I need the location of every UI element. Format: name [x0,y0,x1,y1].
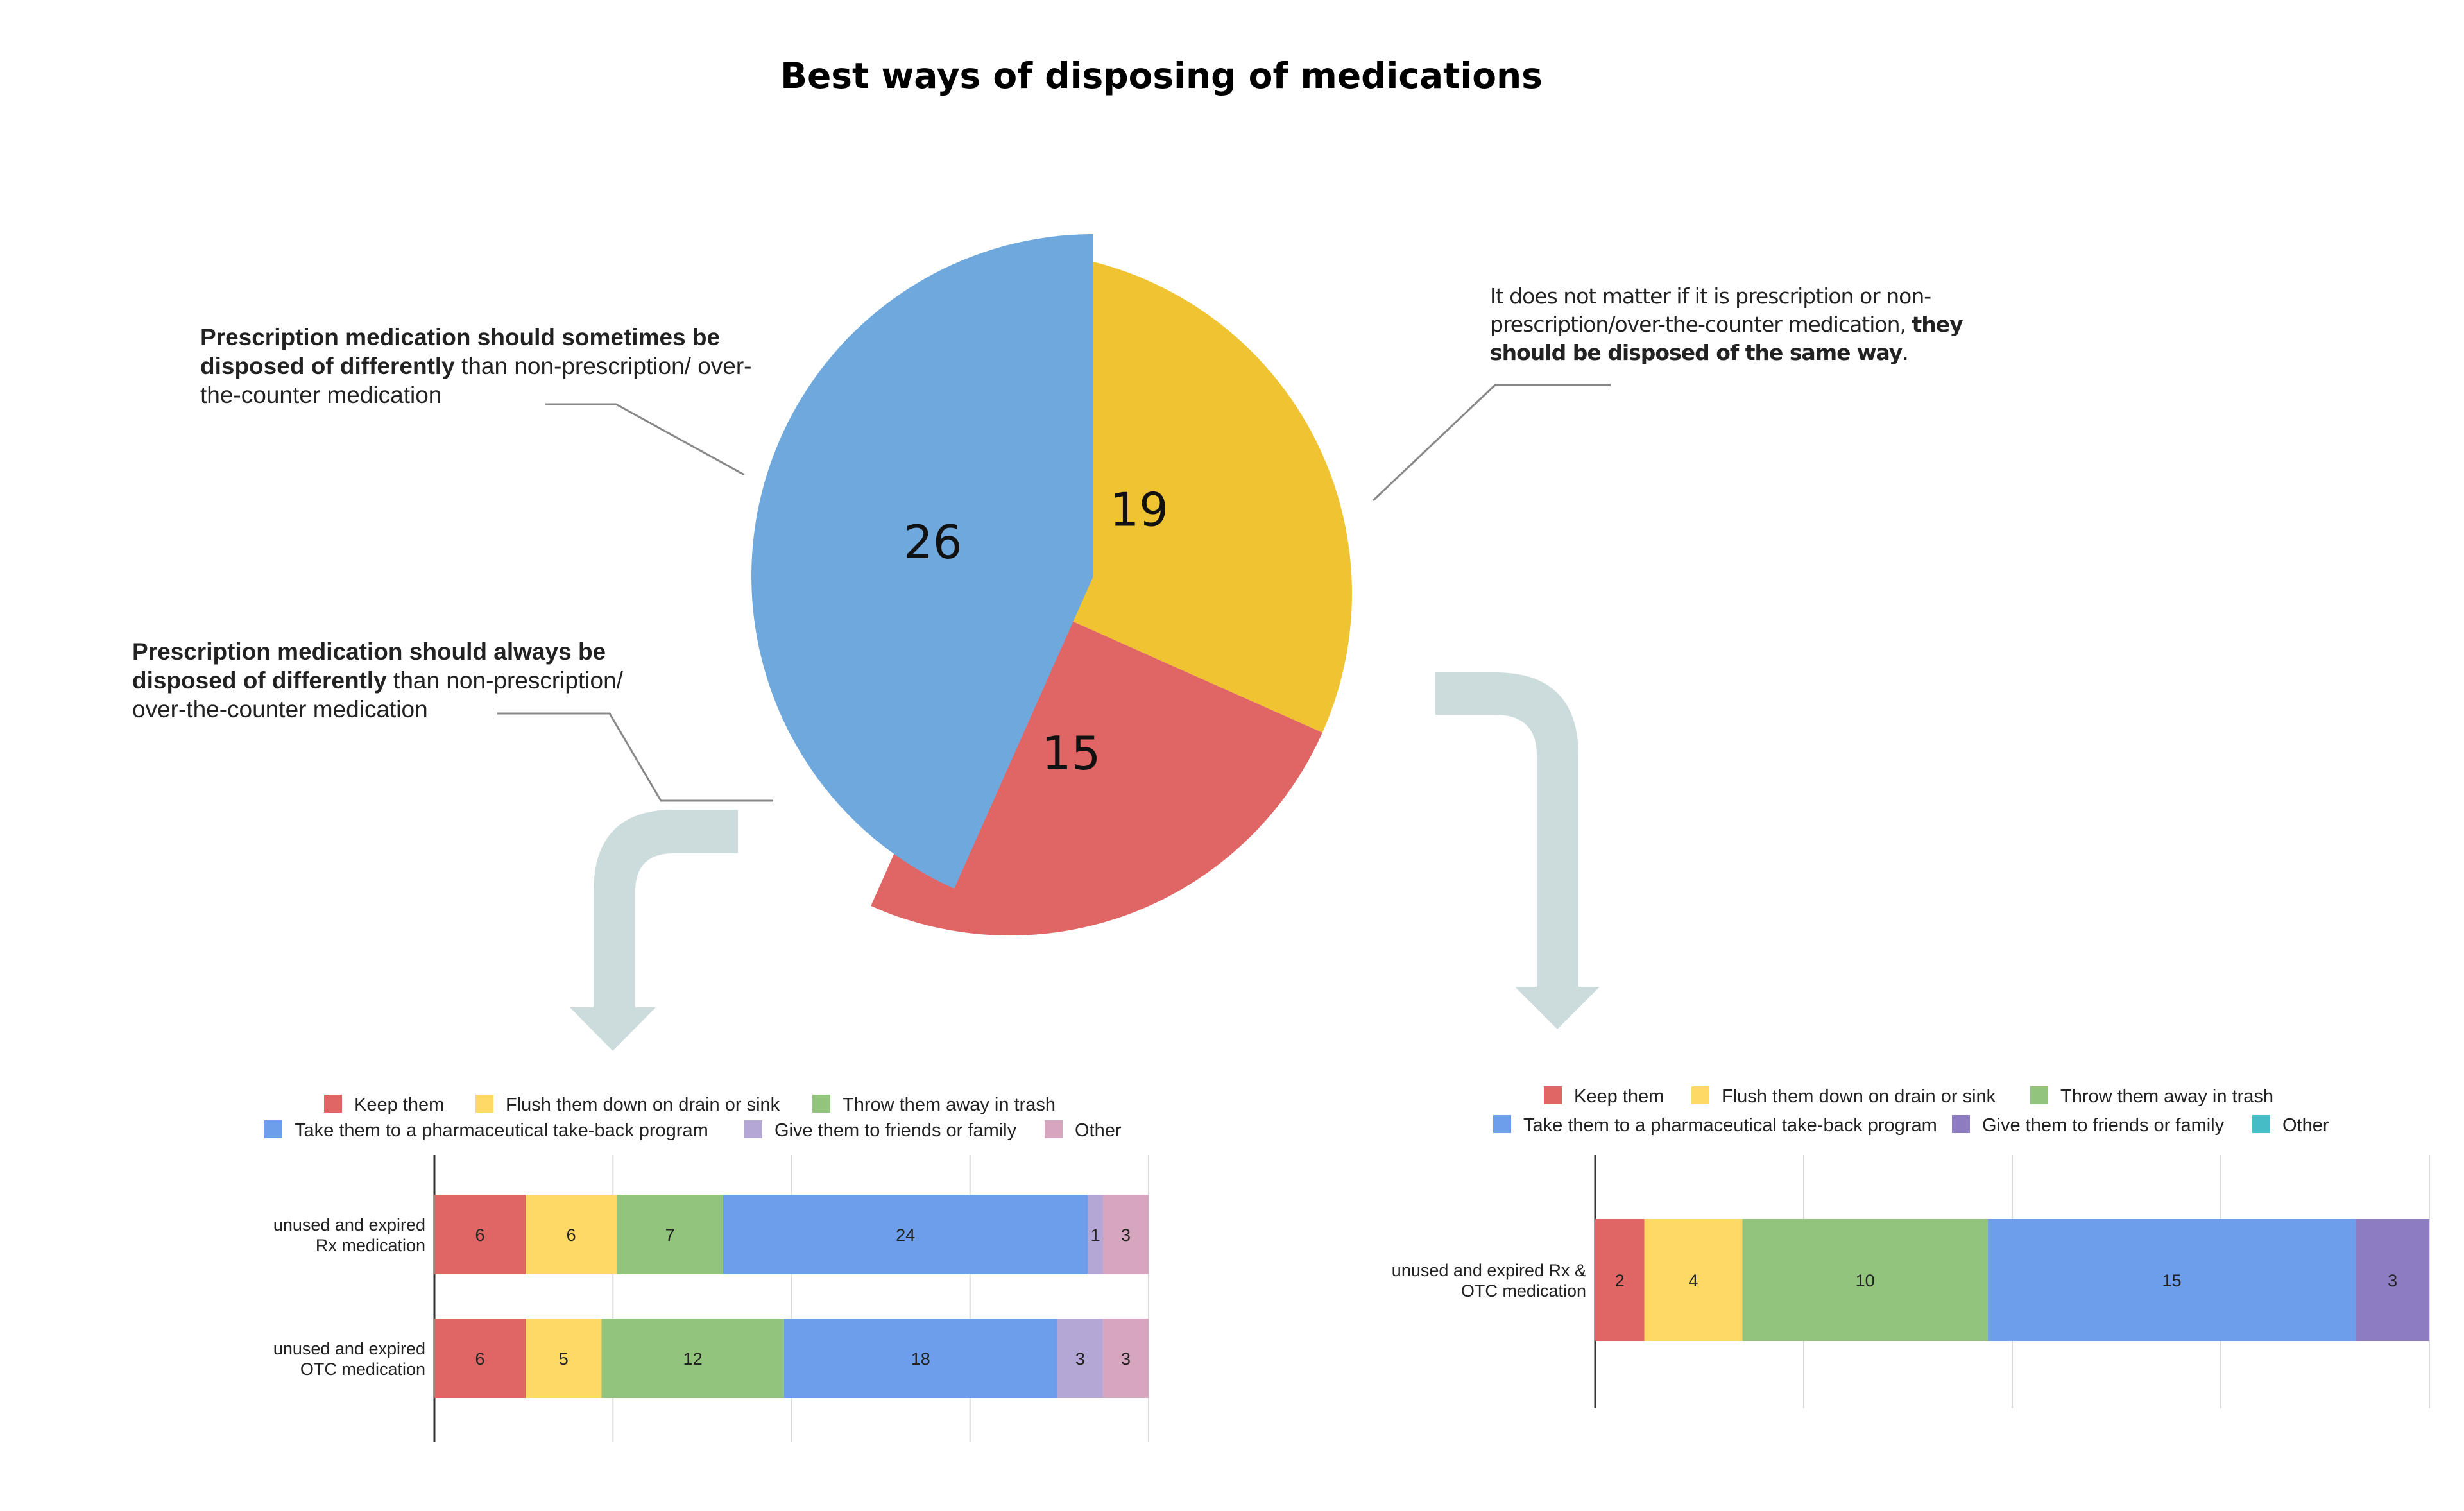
legend-label-throw-them-away-in-trash: Throw them away in trash [2060,1086,2273,1107]
bar-value-label: 10 [1856,1271,1875,1290]
bar-value-label: 3 [1121,1225,1131,1245]
annotation-sometimes-bold: Prescription medication should sometimes… [200,324,721,379]
bar-value-label: 24 [896,1225,915,1245]
bar-segment-give-them-to-friends-or-family [1057,1319,1103,1398]
legend-label-flush-them-down-on-drain-or-sink: Flush them down on drain or sink [1722,1086,1996,1107]
bar-segment-give-them-to-friends-or-family [2356,1219,2429,1341]
leader-line-always [497,712,773,802]
legend-swatch-flush-them-down-on-drain-or-sink [475,1095,493,1113]
annotation-always-rest: than non-prescription/ over-the-counter … [132,667,623,722]
annotation-always: Prescription medication should always be… [132,637,665,724]
bar-segment-give-them-to-friends-or-family [1088,1195,1103,1274]
legend-swatch-throw-them-away-in-trash [2030,1086,2048,1104]
legend-label-other: Other [1075,1120,1122,1141]
bar-value-label: 6 [475,1349,484,1369]
arrow-left-icon [570,810,738,1051]
bar-value-label: 7 [665,1225,675,1245]
bar-segment-keep-them [434,1195,526,1274]
legend-label-keep-them: Keep them [1574,1086,1664,1107]
category-label: unused and expired [273,1339,425,1358]
bar-segment-throw-them-away-in-trash [1742,1219,1988,1341]
legend-label-take-them-to-a-pharmaceutical-take-back-: Take them to a pharmaceutical take-back … [295,1120,708,1141]
bar-segment-flush-them-down-on-drain-or-sink [1644,1219,1743,1341]
category-label: unused and expired [273,1215,425,1234]
category-label: Rx medication [316,1236,425,1255]
bar-segment-flush-them-down-on-drain-or-sink [526,1319,602,1398]
bar-segment-flush-them-down-on-drain-or-sink [526,1195,617,1274]
bar-segment-keep-them [434,1319,526,1398]
leader-line-sometimes [545,403,745,476]
bar-value-label: 12 [683,1349,703,1369]
bar-value-label: 1 [1091,1225,1100,1245]
legend-swatch-throw-them-away-in-trash [812,1095,830,1113]
bar-segment-other [1103,1195,1149,1274]
category-label: unused and expired Rx & [1392,1261,1586,1280]
category-label: OTC medication [1461,1281,1586,1301]
bar-value-label: 6 [567,1225,576,1245]
pie-chart: 19 15 26 [751,234,1352,935]
bar-value-label: 15 [2162,1271,2181,1290]
pie-slice-3 [751,234,1093,889]
annotation-sometimes: Prescription medication should sometimes… [200,323,765,409]
legend-label-other: Other [2282,1115,2329,1136]
bar-segment-take-them-to-a-pharmaceutical-take-back- [783,1319,1057,1398]
leader-lines [497,384,1611,802]
chart-title: Best ways of disposing of medications [780,55,1543,96]
legend-label-flush-them-down-on-drain-or-sink: Flush them down on drain or sink [506,1095,780,1115]
bar-segment-other [1103,1319,1149,1398]
bar-segment-keep-them [1595,1219,1645,1341]
bar-value-label: 4 [1688,1271,1698,1290]
legend-swatch-take-them-to-a-pharmaceutical-take-back- [264,1120,282,1138]
annotation-same: It does not matter if it is prescription… [1490,282,2003,367]
legend-swatch-other [1045,1120,1063,1138]
annotation-always-bold: Prescription medication should always be… [132,638,606,694]
legend-swatch-give-them-to-friends-or-family [1952,1115,1970,1133]
annotation-same-rest: It does not matter if it is prescription… [1490,284,1931,337]
bar-value-label: 6 [475,1225,484,1245]
arrow-right-icon [1435,672,1600,1029]
category-label: OTC medication [300,1360,425,1379]
annotation-same-bold: they should be disposed of the same way [1490,312,1964,365]
flow-arrows [570,672,1600,1051]
legend-label-give-them-to-friends-or-family: Give them to friends or family [1982,1115,2225,1136]
bar-value-label: 3 [2388,1271,2397,1290]
legend-label-give-them-to-friends-or-family: Give them to friends or family [774,1120,1017,1141]
legend-swatch-keep-them [1544,1086,1562,1104]
annotation-same-end: . [1902,340,1908,365]
bar-segment-take-them-to-a-pharmaceutical-take-back- [723,1195,1088,1274]
leader-line-same [1372,384,1611,502]
legend-swatch-take-them-to-a-pharmaceutical-take-back- [1493,1115,1511,1133]
bar-segment-take-them-to-a-pharmaceutical-take-back- [1987,1219,2356,1341]
legend-label-keep-them: Keep them [354,1095,444,1115]
legend-swatch-keep-them [324,1095,342,1113]
pie-slice-label-1: 19 [1109,482,1168,536]
bar-value-label: 2 [1615,1271,1625,1290]
pie-slice-label-2: 15 [1042,726,1101,780]
legend-swatch-flush-them-down-on-drain-or-sink [1691,1086,1709,1104]
bar-segment-throw-them-away-in-trash [601,1319,784,1398]
bar-segment-throw-them-away-in-trash [617,1195,723,1274]
pie-slice-label-3: 26 [903,515,963,569]
pie-slice-1 [1010,252,1352,733]
stacked-bar-chart-right: Keep them Flush them down on drain or sin… [1392,1086,2430,1408]
legend-swatch-give-them-to-friends-or-family [744,1120,762,1138]
bar-value-label: 3 [1121,1349,1131,1369]
bar-value-label: 18 [911,1349,930,1369]
bar-value-label: 5 [559,1349,569,1369]
bar-value-label: 3 [1075,1349,1085,1369]
legend-label-take-them-to-a-pharmaceutical-take-back-: Take them to a pharmaceutical take-back … [1523,1115,1937,1136]
legend-swatch-other [2252,1115,2270,1133]
annotation-sometimes-rest: than non-prescription/ over-the-counter … [200,353,752,408]
stacked-bar-chart-left: Keep them Flush them down on drain or sin… [264,1095,1149,1442]
legend-label-throw-them-away-in-trash: Throw them away in trash [843,1095,1056,1115]
